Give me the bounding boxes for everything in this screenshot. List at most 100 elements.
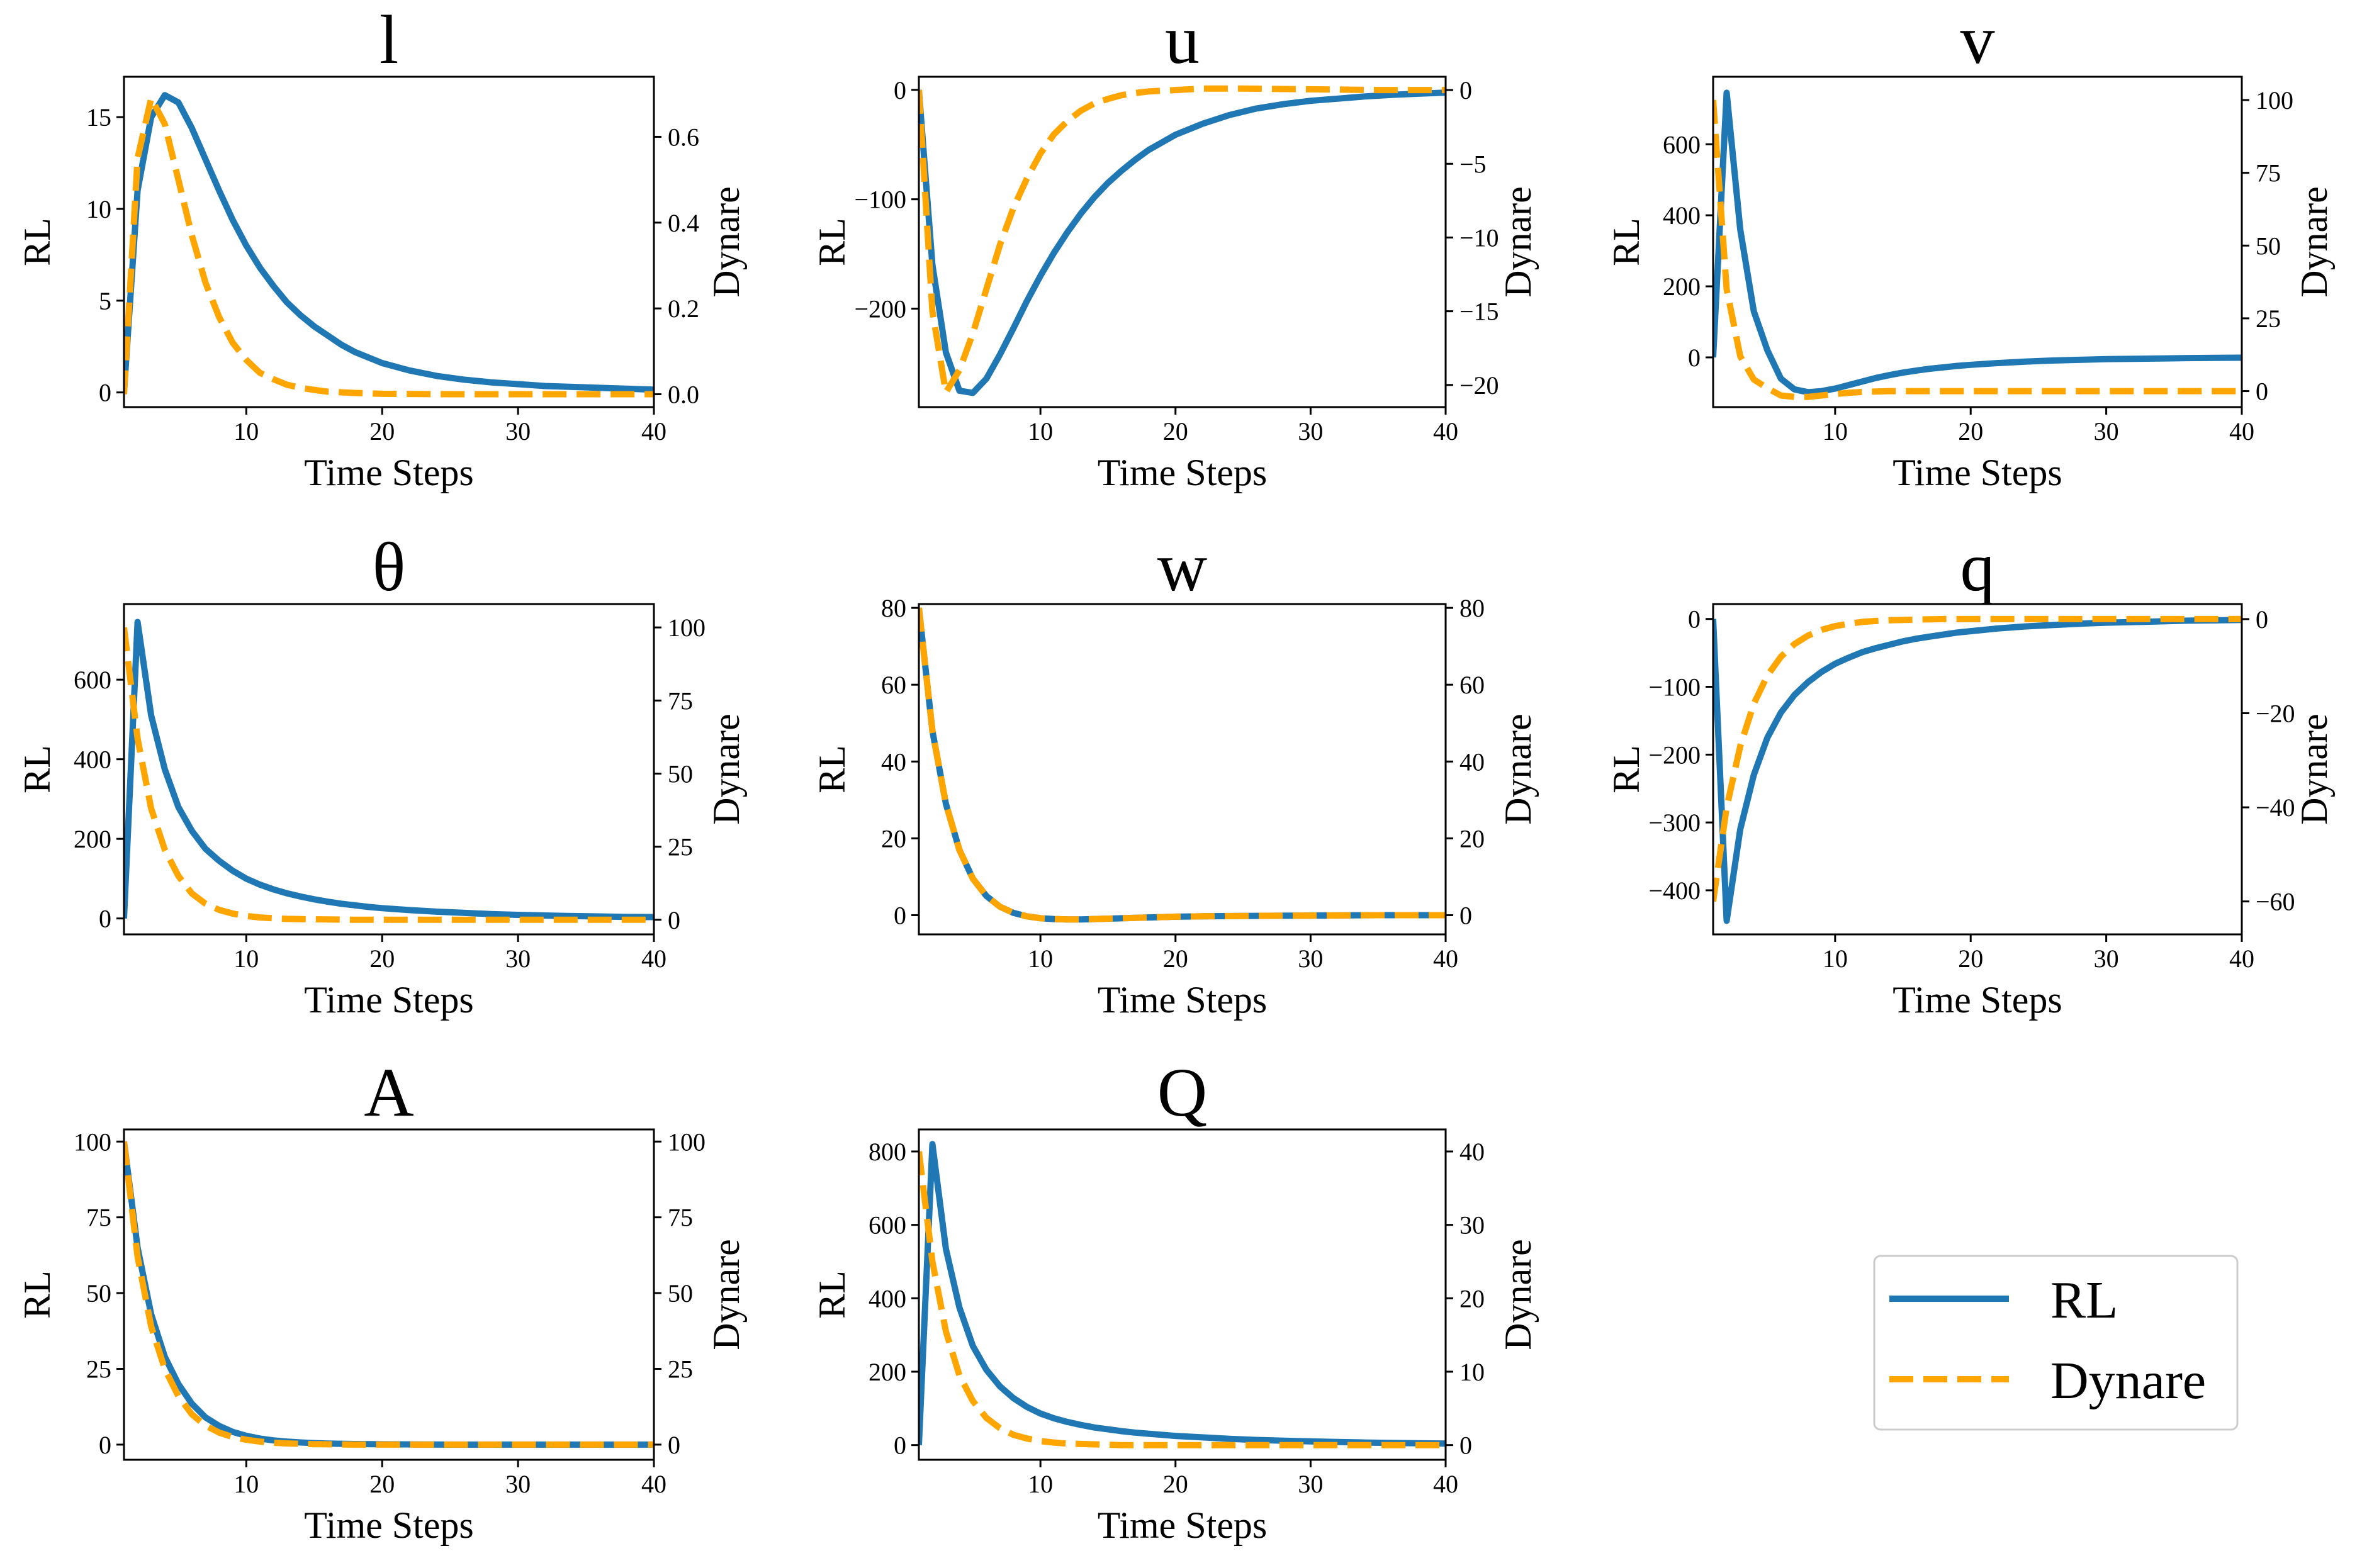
y-left-tick-label: 0 [894,901,906,929]
y-right-axis-label: Dynare [2293,186,2335,298]
dynare-series-line [919,607,1446,923]
x-tick-label: 30 [1298,1470,1323,1498]
x-tick-label: 30 [505,417,531,445]
y-left-axis-label: RL [811,1270,853,1319]
y-right-axis-label: Dynare [706,186,747,298]
y-left-tick-label: −300 [1648,809,1701,837]
x-tick-label: 20 [1163,1470,1188,1498]
y-right-tick-label: 0.6 [668,123,699,151]
y-right-axis-label: Dynare [1497,186,1539,298]
x-tick-label: 30 [505,1470,531,1498]
x-tick-label: 30 [1298,944,1323,973]
y-left-tick-label: 0 [99,1431,111,1459]
x-tick-label: 20 [1163,944,1188,973]
dynare-series-line [919,1151,1446,1448]
plot-frame [1712,76,2243,408]
y-left-tick-label: 600 [869,1211,906,1240]
x-tick-label: 10 [233,1470,259,1498]
x-tick-label: 30 [1298,417,1323,445]
subplot-title: u [1165,1,1200,78]
y-left-axis-label: RL [16,745,58,793]
y-right-axis-label: Dynare [2293,714,2335,825]
y-right-axis-label: Dynare [706,1239,747,1350]
y-right-tick-label: −10 [1459,223,1499,252]
y-left-tick-label: 100 [74,1128,111,1156]
x-tick-label: 10 [1028,944,1053,973]
y-right-tick-label: −15 [1459,298,1499,326]
y-left-tick-label: −200 [1648,741,1701,769]
y-right-tick-label: 80 [1459,594,1485,622]
y-right-tick-label: 20 [1459,824,1485,853]
subplot-title: A [364,1054,413,1131]
y-right-tick-label: 0 [1459,76,1472,104]
x-tick-label: 20 [369,417,395,445]
subplot-title: θ [373,529,406,605]
x-tick-label: 30 [505,944,531,973]
rl-series-line [1713,89,2242,396]
y-right-tick-label: 30 [1459,1211,1485,1240]
x-tick-label: 30 [2094,417,2119,445]
dynare-series-line [1713,615,2242,902]
x-tick-label: 10 [233,417,259,445]
y-right-tick-label: 10 [1459,1358,1485,1386]
y-left-tick-label: −200 [854,295,906,323]
y-left-tick-label: 15 [86,103,111,132]
x-tick-label: 10 [1028,417,1053,445]
y-left-tick-label: 5 [99,287,111,315]
y-left-axis-label: RL [811,218,853,266]
y-right-tick-label: −5 [1459,150,1487,178]
plot-frame [918,603,1447,936]
y-right-tick-label: 0 [2256,605,2268,634]
y-left-tick-label: 0 [894,1431,906,1460]
y-left-tick-label: 0 [99,905,111,933]
dynare-series-line [919,85,1446,396]
y-right-tick-label: 75 [2256,159,2281,188]
y-right-tick-label: 60 [1459,671,1485,699]
y-left-tick-label: 400 [869,1284,906,1313]
y-right-tick-label: 50 [2256,232,2281,260]
subplot-title: l [380,1,399,78]
y-right-tick-label: −20 [1459,371,1499,400]
y-right-axis-label: Dynare [706,714,747,825]
x-axis-label: Time Steps [1892,452,2062,493]
x-tick-label: 10 [1823,417,1848,445]
y-left-tick-label: 60 [881,671,906,699]
y-left-tick-label: 600 [1663,130,1701,159]
y-right-tick-label: −40 [2256,793,2295,822]
plot-frame [123,603,655,936]
y-right-tick-label: 20 [1459,1284,1485,1313]
y-right-tick-label: 40 [1459,748,1485,776]
x-tick-label: 10 [1028,1470,1053,1498]
x-tick-label: 40 [641,417,666,445]
x-tick-label: 40 [1433,417,1458,445]
y-left-tick-label: 80 [881,594,906,622]
x-tick-label: 20 [369,944,395,973]
plot-frame [1712,603,2243,936]
plot-frame [918,1128,1447,1461]
y-left-tick-label: 0 [1688,605,1701,634]
y-left-tick-label: 75 [86,1204,111,1232]
y-right-tick-label: 0 [1459,901,1472,929]
y-right-tick-label: 100 [2256,86,2293,115]
dynare-series-line [124,1141,654,1448]
y-left-tick-label: 25 [86,1355,111,1384]
y-right-tick-label: 0 [2256,378,2268,406]
plot-frame [123,1128,655,1461]
y-left-tick-label: 20 [881,824,906,853]
y-right-tick-label: 25 [668,833,693,861]
x-tick-label: 20 [1958,944,1983,973]
y-left-tick-label: 0 [99,379,111,407]
dynare-series-line [1713,99,2242,400]
y-right-tick-label: 50 [668,759,693,788]
y-left-axis-label: RL [1606,218,1647,266]
plot-frame [918,76,1447,408]
dynare-series-line [124,95,654,398]
y-right-tick-label: 25 [2256,305,2281,333]
y-left-axis-label: RL [811,745,853,793]
y-right-tick-label: 0.2 [668,294,699,323]
x-tick-label: 40 [2229,944,2254,973]
x-axis-label: Time Steps [1098,1504,1268,1546]
